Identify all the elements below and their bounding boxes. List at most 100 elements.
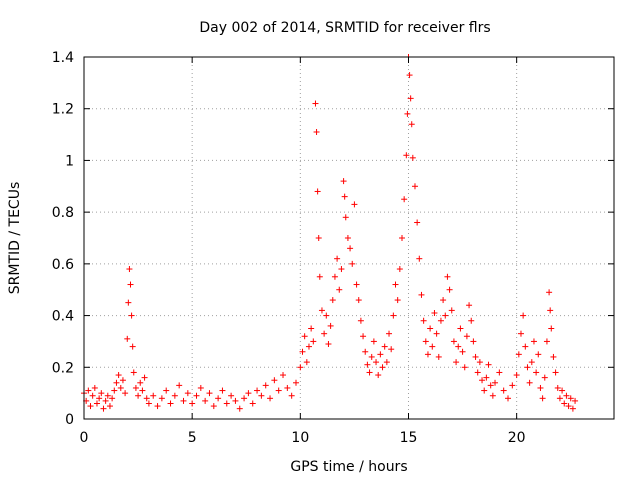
data-point — [341, 193, 348, 200]
data-point — [403, 152, 410, 159]
data-point — [318, 307, 325, 314]
data-point — [539, 395, 546, 402]
data-point — [303, 359, 310, 366]
data-point — [127, 281, 134, 288]
data-point — [139, 387, 146, 394]
data-point — [232, 397, 239, 404]
data-point — [485, 361, 492, 368]
data-point — [381, 343, 388, 350]
data-point — [351, 201, 358, 208]
data-point — [470, 338, 477, 345]
x-tick-label: 15 — [400, 430, 418, 446]
data-point — [91, 384, 98, 391]
data-point — [396, 266, 403, 273]
data-point — [411, 183, 418, 190]
data-point — [293, 379, 299, 386]
data-point — [98, 390, 105, 397]
data-point — [299, 348, 306, 355]
data-point — [271, 377, 278, 384]
data-point — [206, 390, 213, 397]
data-point — [377, 351, 384, 358]
data-point — [505, 395, 511, 402]
data-point — [89, 392, 96, 399]
data-point — [409, 154, 416, 161]
data-point — [401, 196, 408, 203]
data-point — [135, 392, 142, 399]
data-point — [143, 395, 150, 402]
data-point — [267, 395, 274, 402]
data-point — [379, 364, 386, 371]
data-point — [119, 377, 126, 384]
data-point — [275, 387, 282, 394]
data-point — [448, 307, 455, 314]
data-point — [537, 384, 544, 391]
data-point — [310, 338, 317, 345]
data-point — [150, 392, 157, 399]
data-point — [122, 390, 129, 397]
data-point — [388, 346, 395, 353]
y-axis-ticks: 0 0.2 0.4 0.6 0.8 1 1.2 1.4 — [52, 50, 614, 428]
data-point — [124, 335, 131, 342]
data-point — [455, 343, 462, 350]
y-axis-label: SRMTID / TECUs — [7, 182, 23, 295]
data-point — [550, 353, 557, 360]
y-tick-label: 0.4 — [52, 309, 74, 325]
data-point — [406, 72, 413, 79]
data-point — [115, 372, 122, 379]
data-point — [126, 266, 133, 273]
data-point — [321, 330, 328, 337]
x-axis-ticks: 0 5 10 15 20 — [80, 57, 526, 446]
data-point — [128, 312, 135, 319]
data-point — [561, 400, 568, 407]
data-point — [323, 312, 330, 319]
data-point — [249, 400, 256, 407]
data-point — [450, 338, 457, 345]
data-point — [180, 397, 187, 404]
data-point — [479, 377, 486, 384]
data-point — [301, 333, 308, 340]
data-point — [520, 312, 527, 319]
data-point — [210, 403, 217, 410]
data-point — [334, 255, 341, 262]
data-point — [109, 395, 116, 402]
data-point — [297, 364, 304, 371]
data-point — [394, 297, 401, 304]
data-point — [457, 325, 464, 332]
data-point — [569, 405, 576, 412]
data-point — [280, 372, 287, 379]
data-point — [197, 384, 204, 391]
data-point — [113, 379, 120, 386]
data-point — [543, 338, 550, 345]
data-point — [408, 121, 415, 128]
data-point — [565, 403, 572, 410]
data-point — [129, 343, 136, 350]
data-point — [444, 273, 451, 280]
data-point — [524, 364, 531, 371]
data-point — [375, 372, 382, 379]
plot-frame — [83, 56, 615, 420]
data-point — [563, 392, 570, 399]
data-point — [390, 312, 397, 319]
data-point — [284, 384, 291, 391]
data-point — [316, 273, 323, 280]
data-point — [254, 387, 261, 394]
data-point — [383, 359, 390, 366]
y-tick-label: 1.4 — [52, 50, 74, 66]
data-point — [463, 333, 470, 340]
data-point — [331, 273, 338, 280]
data-point — [515, 351, 522, 358]
data-point — [487, 382, 494, 389]
data-point — [96, 395, 103, 402]
data-point — [87, 403, 94, 410]
data-point — [546, 289, 553, 296]
data-point — [130, 369, 137, 376]
data-point — [547, 307, 554, 314]
data-point — [362, 348, 369, 355]
data-point — [368, 353, 375, 360]
data-point — [315, 235, 322, 241]
data-point — [305, 343, 312, 350]
data-point — [535, 351, 542, 358]
data-point — [312, 100, 319, 107]
data-point — [559, 387, 566, 394]
